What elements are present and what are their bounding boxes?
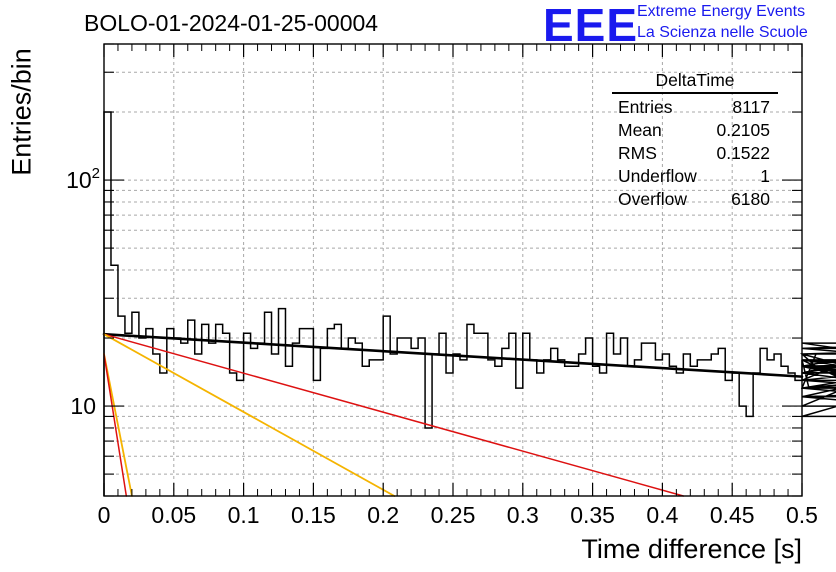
stats-label: Entries	[618, 97, 673, 117]
x-tick-label: 0.35	[570, 502, 615, 528]
stats-label: Overflow	[618, 189, 688, 209]
x-axis-label: Time difference [s]	[581, 534, 802, 564]
chart-title: BOLO-01-2024-01-25-00004	[84, 10, 379, 36]
stats-row-overflow: Overflow 6180	[612, 188, 778, 211]
stats-row-entries: Entries 8117	[612, 96, 778, 119]
x-tick-label: 0.1	[228, 502, 260, 528]
stats-row-rms: RMS 0.1522	[612, 142, 778, 165]
brand-line-1: Extreme Energy Events	[637, 3, 806, 20]
x-tick-label: 0.3	[507, 502, 539, 528]
stats-label: RMS	[618, 143, 657, 163]
fit-line-component-orange	[103, 333, 396, 497]
axes	[103, 43, 803, 497]
x-tick-label: 0.4	[646, 502, 678, 528]
x-tick-label: 0.15	[291, 502, 336, 528]
x-tick-label: 0.25	[431, 502, 476, 528]
stats-label: Mean	[618, 120, 662, 140]
fit-line-fit	[102, 332, 804, 378]
fit-line-component-red-slow	[103, 333, 685, 497]
x-tick-label: 0	[98, 502, 111, 528]
tick-labels: 0 0.05 0.1 0.15 0.2 0.25 0.3 0.35 0.4 0.45 0.5 10 10…	[66, 165, 818, 528]
x-tick-label: 0.45	[710, 502, 755, 528]
stats-box: DeltaTime Entries 8117 Mean 0.2105 RMS 0…	[612, 70, 778, 211]
stats-row-underflow: Underflow 1	[612, 165, 778, 188]
stats-label: Underflow	[618, 166, 697, 186]
x-tick-label: 0.5	[786, 502, 818, 528]
stats-value: 8117	[732, 97, 770, 117]
y-tick-label: 10	[70, 393, 96, 419]
y-tick-exponent: 2	[92, 165, 100, 182]
x-tick-label: 0.2	[367, 502, 399, 528]
x-tick-label: 0.05	[151, 502, 196, 528]
y-axis-label: Entries/bin	[6, 48, 37, 176]
stats-value: 0.2105	[716, 120, 770, 140]
stats-title: DeltaTime	[612, 70, 778, 94]
eee-logo: EEE	[543, 0, 639, 51]
stats-value: 0.1522	[716, 143, 770, 163]
fit-line-component-orange-fast	[103, 353, 133, 497]
y-tick-label: 102	[66, 165, 100, 193]
stats-row-mean: Mean 0.2105	[612, 119, 778, 142]
fit-lines	[102, 332, 804, 497]
fit-line-component-red-fast	[103, 353, 128, 497]
brand-line-2: La Scienza nelle Scuole	[637, 24, 808, 41]
stats-value: 6180	[731, 189, 770, 209]
stats-value: 1	[760, 166, 770, 186]
